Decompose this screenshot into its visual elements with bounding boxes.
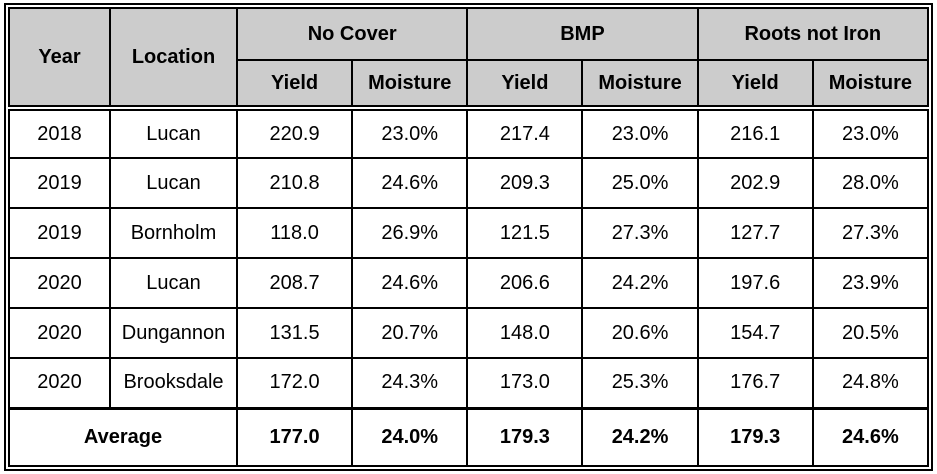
cell-roots-not-iron-yield: 216.1 — [696, 107, 814, 159]
avg-roots-not-iron-moisture: 24.6% — [811, 406, 930, 467]
cell-no-cover-moisture: 23.0% — [351, 107, 469, 159]
cell-no-cover-moisture: 26.9% — [351, 207, 469, 259]
cell-roots-not-iron-yield: 176.7 — [696, 357, 814, 409]
cell-roots-not-iron-moisture: 24.8% — [811, 357, 930, 409]
avg-no-cover-yield: 177.0 — [235, 406, 354, 467]
cell-roots-not-iron-yield: 202.9 — [696, 157, 814, 209]
header-sub-row: Yield Moisture Yield Moisture Yield Mois… — [9, 59, 930, 111]
cell-location: Dungannon — [109, 307, 238, 359]
cell-bmp-yield: 121.5 — [466, 207, 584, 259]
table-row: 2020 Dungannon 131.5 20.7% 148.0 20.6% 1… — [8, 307, 930, 359]
avg-bmp-yield: 179.3 — [466, 406, 584, 467]
cell-no-cover-yield: 118.0 — [235, 207, 354, 259]
subheader-roots-not-iron-moisture: Moisture — [811, 59, 930, 111]
cell-no-cover-yield: 220.9 — [235, 107, 354, 159]
avg-roots-not-iron-yield: 179.3 — [696, 406, 814, 467]
table-row: 2020 Brooksdale 172.0 24.3% 173.0 25.3% … — [8, 357, 930, 409]
cell-no-cover-moisture: 24.6% — [351, 257, 469, 309]
avg-bmp-moisture: 24.2% — [581, 406, 699, 467]
cell-bmp-moisture: 24.2% — [581, 257, 699, 309]
cell-location: Lucan — [109, 157, 238, 209]
average-label: Average — [8, 406, 238, 467]
cell-no-cover-yield: 210.8 — [235, 157, 354, 209]
yield-moisture-table: Year Location No Cover BMP Roots not Iro… — [8, 7, 930, 467]
cell-bmp-yield: 209.3 — [466, 157, 584, 209]
results-table-frame: Year Location No Cover BMP Roots not Iro… — [4, 3, 933, 471]
cell-bmp-yield: 148.0 — [466, 307, 584, 359]
cell-year: 2020 — [8, 307, 111, 359]
header-group-row: Year Location No Cover BMP Roots not Iro… — [8, 7, 930, 111]
average-row: Average 177.0 24.0% 179.3 24.2% 179.3 24… — [8, 406, 930, 467]
cell-bmp-yield: 173.0 — [466, 357, 584, 409]
cell-roots-not-iron-yield: 197.6 — [696, 257, 814, 309]
subheader-bmp-yield: Yield — [466, 59, 584, 111]
cell-year: 2018 — [8, 107, 111, 159]
cell-bmp-moisture: 23.0% — [581, 107, 699, 159]
cell-location: Bornholm — [109, 207, 238, 259]
cell-bmp-moisture: 20.6% — [581, 307, 699, 359]
cell-no-cover-moisture: 24.3% — [351, 357, 469, 409]
cell-year: 2019 — [8, 157, 111, 209]
year-column-header: Year — [8, 7, 111, 111]
cell-year: 2019 — [8, 207, 111, 259]
cell-bmp-yield: 217.4 — [466, 107, 584, 159]
cell-bmp-moisture: 25.3% — [581, 357, 699, 409]
group-header-no-cover: No Cover — [235, 7, 469, 61]
cell-no-cover-yield: 131.5 — [235, 307, 354, 359]
cell-no-cover-yield: 208.7 — [235, 257, 354, 309]
table-row: 2020 Lucan 208.7 24.6% 206.6 24.2% 197.6… — [8, 257, 930, 309]
table-row: 2019 Lucan 210.8 24.6% 209.3 25.0% 202.9… — [8, 157, 930, 209]
avg-no-cover-moisture: 24.0% — [351, 406, 469, 467]
cell-location: Brooksdale — [109, 357, 238, 409]
group-header-roots-not-iron: Roots not Iron — [696, 7, 930, 61]
cell-roots-not-iron-moisture: 20.5% — [811, 307, 930, 359]
cell-bmp-moisture: 25.0% — [581, 157, 699, 209]
cell-year: 2020 — [8, 257, 111, 309]
table-row: 2018 Lucan 220.9 23.0% 217.4 23.0% 216.1… — [8, 107, 930, 159]
cell-no-cover-moisture: 24.6% — [351, 157, 469, 209]
cell-no-cover-yield: 172.0 — [235, 357, 354, 409]
table-row: 2019 Bornholm 118.0 26.9% 121.5 27.3% 12… — [8, 207, 930, 259]
subheader-no-cover-moisture: Moisture — [351, 59, 469, 111]
cell-roots-not-iron-yield: 154.7 — [696, 307, 814, 359]
cell-roots-not-iron-moisture: 23.9% — [811, 257, 930, 309]
subheader-roots-not-iron-yield: Yield — [696, 59, 814, 111]
cell-no-cover-moisture: 20.7% — [351, 307, 469, 359]
subheader-no-cover-yield: Yield — [235, 59, 354, 111]
cell-year: 2020 — [8, 357, 111, 409]
cell-location: Lucan — [109, 107, 238, 159]
group-header-bmp: BMP — [466, 7, 699, 61]
cell-bmp-yield: 206.6 — [466, 257, 584, 309]
cell-location: Lucan — [109, 257, 238, 309]
cell-bmp-moisture: 27.3% — [581, 207, 699, 259]
cell-roots-not-iron-yield: 127.7 — [696, 207, 814, 259]
location-column-header: Location — [109, 7, 238, 111]
cell-roots-not-iron-moisture: 27.3% — [811, 207, 930, 259]
cell-roots-not-iron-moisture: 28.0% — [811, 157, 930, 209]
cell-roots-not-iron-moisture: 23.0% — [811, 107, 930, 159]
subheader-bmp-moisture: Moisture — [581, 59, 699, 111]
